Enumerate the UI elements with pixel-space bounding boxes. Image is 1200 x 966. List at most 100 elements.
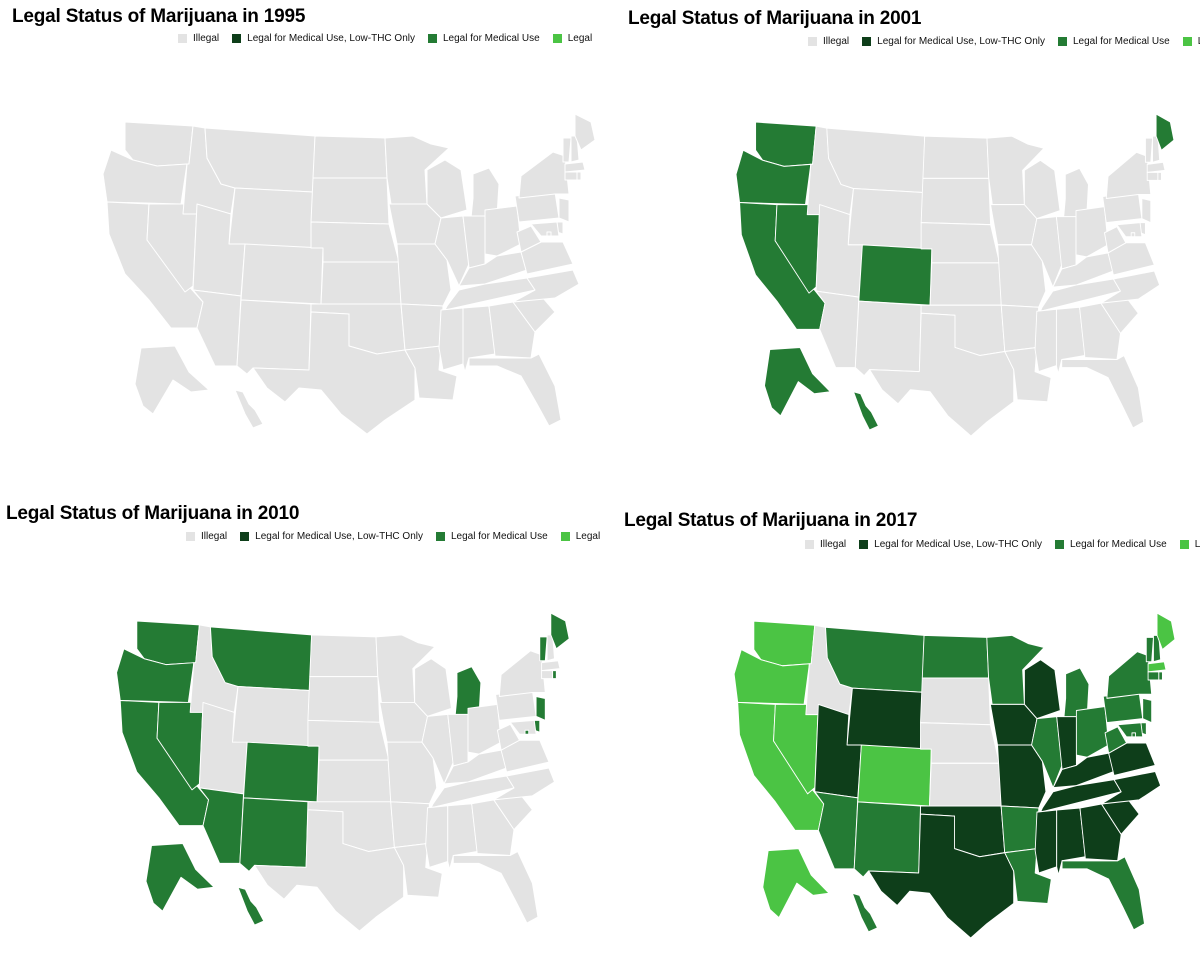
us-map-1995 — [102, 113, 596, 435]
state-oh — [467, 703, 502, 755]
state-ms — [1034, 809, 1058, 874]
legend-swatch-illegal — [805, 540, 814, 549]
state-vt — [539, 636, 548, 662]
state-tx — [868, 813, 1015, 939]
state-wv — [516, 225, 542, 253]
state-wa — [753, 620, 816, 667]
state-fl — [468, 353, 562, 427]
state-dc — [1131, 732, 1136, 738]
state-co — [240, 243, 324, 305]
legend-item-illegal: Illegal — [178, 33, 219, 44]
legend-swatch-medical — [427, 34, 437, 43]
state-wy — [847, 187, 924, 250]
state-md — [1116, 222, 1143, 238]
state-ks — [929, 262, 1002, 306]
state-wa — [136, 620, 200, 666]
state-fl — [1061, 354, 1145, 429]
state-nj — [535, 695, 546, 721]
state-ar — [1000, 805, 1040, 854]
state-mn — [986, 634, 1045, 705]
state-wi — [414, 658, 452, 717]
state-mn — [375, 634, 436, 703]
legend-item-low-thc: Legal for Medical Use, Low-THC Only — [240, 531, 423, 542]
state-mt — [826, 127, 926, 193]
state-nm — [853, 801, 921, 878]
state-hi — [853, 391, 879, 431]
state-me — [550, 612, 570, 650]
state-ak — [764, 346, 831, 417]
state-md — [1117, 722, 1144, 738]
state-co — [858, 244, 933, 306]
state-dc — [1130, 232, 1136, 238]
state-or — [733, 649, 810, 705]
state-ga — [1079, 803, 1122, 862]
legend-swatch-legal — [552, 34, 562, 43]
state-tx — [252, 311, 416, 435]
state-or — [735, 149, 812, 206]
us-map-2017 — [733, 612, 1176, 939]
legend-swatch-illegal — [808, 37, 817, 46]
state-md — [509, 719, 537, 735]
state-ky — [1052, 252, 1114, 288]
state-mn — [986, 135, 1045, 206]
map-legend: Illegal Legal for Medical Use, Low-THC O… — [178, 33, 605, 44]
state-wv — [496, 723, 520, 751]
state-ma — [1147, 661, 1167, 673]
state-hi — [851, 892, 878, 933]
legend-item-medical: Legal for Medical Use — [435, 531, 548, 542]
state-ma — [1146, 161, 1166, 173]
state-ak — [134, 345, 210, 415]
state-nm — [239, 797, 309, 872]
state-sd — [920, 677, 991, 726]
state-oh — [1075, 705, 1110, 758]
state-hi — [234, 389, 264, 429]
state-nm — [854, 300, 922, 377]
state-ga — [488, 301, 536, 359]
legend-item-medical: Legal for Medical Use — [427, 33, 540, 44]
legend-item-legal: Legal — [552, 33, 592, 44]
state-or — [116, 648, 195, 703]
state-dc — [524, 729, 530, 735]
map-legend: Illegal Legal for Medical Use, Low-THC O… — [805, 539, 1200, 550]
state-vt — [1145, 636, 1154, 663]
state-nd — [921, 634, 990, 679]
map-title: Legal Status of Marijuana in 2001 — [628, 8, 922, 29]
state-me — [1156, 612, 1176, 651]
state-ct — [541, 670, 554, 680]
legend-swatch-low-thc — [859, 540, 869, 549]
state-ne — [920, 722, 1000, 764]
state-mt — [825, 626, 925, 693]
state-nj — [1142, 697, 1153, 724]
state-ct — [1146, 171, 1159, 181]
legend-item-low-thc: Legal for Medical Use, Low-THC Only — [859, 539, 1042, 550]
state-wv — [1104, 226, 1127, 254]
state-ri — [576, 171, 582, 181]
legend-item-medical: Legal for Medical Use — [1054, 539, 1167, 550]
state-ks — [929, 762, 1002, 807]
legend-swatch-low-thc — [232, 34, 242, 43]
legend-swatch-illegal — [186, 532, 195, 541]
state-ar — [1000, 304, 1040, 352]
state-ak — [145, 843, 215, 912]
state-sd — [310, 177, 390, 225]
state-nc — [1100, 270, 1161, 304]
state-ky — [443, 749, 508, 785]
state-sd — [307, 676, 381, 723]
state-vt — [562, 137, 572, 163]
state-ky — [1052, 752, 1115, 789]
state-wa — [124, 121, 194, 167]
state-wa — [755, 121, 817, 167]
state-ky — [458, 251, 528, 287]
state-ms — [438, 307, 464, 371]
state-fl — [1061, 856, 1145, 931]
legend-item-illegal: Illegal — [186, 531, 227, 542]
legend-item-illegal: Illegal — [805, 539, 846, 550]
state-ne — [307, 719, 390, 761]
state-md — [530, 221, 560, 237]
state-nd — [922, 135, 990, 179]
legend-swatch-illegal — [178, 34, 187, 43]
map-title: Legal Status of Marijuana in 2017 — [624, 510, 918, 531]
state-wy — [232, 686, 311, 747]
legend-item-legal: Legal — [1179, 539, 1200, 550]
state-wy — [846, 687, 923, 750]
